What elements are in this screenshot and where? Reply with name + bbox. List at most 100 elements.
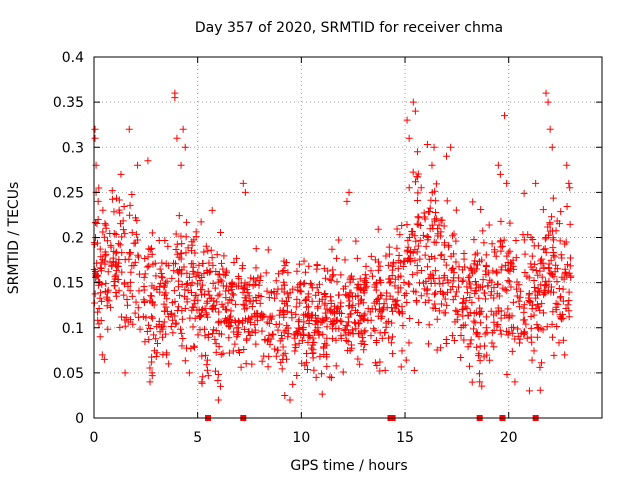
- data-point: [361, 271, 369, 279]
- data-point: [218, 277, 226, 285]
- chart-title: Day 357 of 2020, SRMTID for receiver chm…: [195, 20, 503, 36]
- data-point: [224, 299, 232, 307]
- data-point: [181, 304, 189, 312]
- data-point: [551, 268, 559, 276]
- data-point: [478, 382, 486, 390]
- data-point: [244, 289, 252, 297]
- data-point: [271, 294, 279, 302]
- data-point: [214, 396, 222, 404]
- data-point: [323, 353, 331, 361]
- data-point: [156, 328, 164, 336]
- data-point: [482, 251, 490, 259]
- data-point: [181, 286, 189, 294]
- data-point: [500, 236, 508, 244]
- data-point: [307, 344, 315, 352]
- data-point: [497, 247, 505, 255]
- data-point: [495, 292, 503, 300]
- data-point: [178, 329, 186, 337]
- data-point: [323, 314, 331, 322]
- data-point: [473, 328, 481, 336]
- data-point: [118, 249, 126, 257]
- data-point: [397, 284, 405, 292]
- data-point: [251, 280, 259, 288]
- data-point: [272, 277, 280, 285]
- data-point: [120, 280, 128, 288]
- data-point: [516, 335, 524, 343]
- data-point: [316, 353, 324, 361]
- data-point: [303, 366, 311, 374]
- data-point: [238, 264, 246, 272]
- data-point: [176, 291, 184, 299]
- data-point: [417, 184, 425, 192]
- data-point: [458, 306, 466, 314]
- data-point: [121, 322, 129, 330]
- data-point: [326, 373, 334, 381]
- data-point: [435, 307, 443, 315]
- data-point: [237, 363, 245, 371]
- data-point: [536, 306, 544, 314]
- data-point: [540, 264, 548, 272]
- data-point: [549, 244, 557, 252]
- data-point: [253, 309, 261, 317]
- data-point: [327, 297, 335, 305]
- data-point: [251, 326, 259, 334]
- data-point: [134, 304, 142, 312]
- data-point: [411, 107, 419, 115]
- data-point: [355, 329, 363, 337]
- data-point: [540, 291, 548, 299]
- data-point: [445, 243, 453, 251]
- data-point: [512, 254, 520, 262]
- data-point: [141, 338, 149, 346]
- data-point: [480, 239, 488, 247]
- data-point: [405, 184, 413, 192]
- data-point: [279, 343, 287, 351]
- data-point: [110, 208, 118, 216]
- data-point: [376, 276, 384, 284]
- data-point: [351, 318, 359, 326]
- data-point: [192, 233, 200, 241]
- data-point: [540, 286, 548, 294]
- data-point: [132, 298, 140, 306]
- data-point: [280, 281, 288, 289]
- data-point: [300, 318, 308, 326]
- data-point: [292, 303, 300, 311]
- data-point: [173, 134, 181, 142]
- data-point: [471, 257, 479, 265]
- data-point: [204, 247, 212, 255]
- data-point: [180, 263, 188, 271]
- data-point: [252, 245, 260, 253]
- data-point: [566, 184, 574, 192]
- data-point: [432, 180, 440, 188]
- data-point: [534, 287, 542, 295]
- data-point: [566, 220, 574, 228]
- data-point: [386, 292, 394, 300]
- data-point: [308, 297, 316, 305]
- data-point: [198, 274, 206, 282]
- data-point: [191, 314, 199, 322]
- data-point: [116, 209, 124, 217]
- data-point: [219, 265, 227, 273]
- data-point: [565, 179, 573, 187]
- y-tick-label: 0: [75, 411, 84, 427]
- data-point: [463, 289, 471, 297]
- data-point: [183, 344, 191, 352]
- data-point: [337, 271, 345, 279]
- data-point: [527, 324, 535, 332]
- data-point: [257, 272, 265, 280]
- data-point: [534, 271, 542, 279]
- data-point: [536, 267, 544, 275]
- data-point: [398, 310, 406, 318]
- data-point: [292, 343, 300, 351]
- data-point: [385, 250, 393, 258]
- data-point: [557, 314, 565, 322]
- data-point: [343, 197, 351, 205]
- data-point: [232, 300, 240, 308]
- data-point: [344, 329, 352, 337]
- data-point: [281, 349, 289, 357]
- data-point: [91, 125, 99, 133]
- data-point: [506, 219, 514, 227]
- data-point: [344, 338, 352, 346]
- data-point: [556, 237, 564, 245]
- data-point: [191, 249, 199, 257]
- data-point: [156, 280, 164, 288]
